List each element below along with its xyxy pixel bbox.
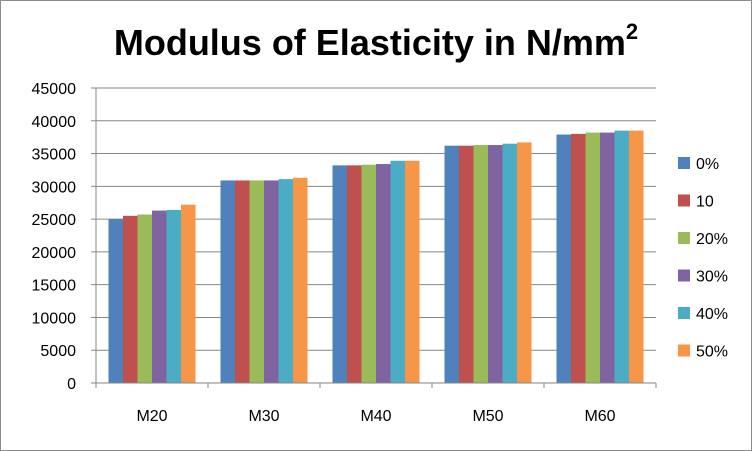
y-tick-label: 20000 bbox=[32, 245, 77, 262]
legend-label: 0% bbox=[696, 156, 719, 173]
bar bbox=[390, 160, 405, 383]
legend-label: 50% bbox=[696, 344, 728, 361]
bar bbox=[488, 145, 503, 383]
legend-swatch bbox=[678, 157, 690, 169]
legend-swatch bbox=[678, 307, 690, 319]
bar bbox=[264, 180, 279, 383]
bar bbox=[332, 165, 347, 383]
legend-label: 30% bbox=[696, 269, 728, 286]
legend: 0% 10 20% 30% 40% 50% bbox=[678, 156, 728, 361]
legend-swatch bbox=[678, 194, 690, 207]
bar bbox=[444, 145, 459, 383]
bar bbox=[585, 132, 600, 383]
bar bbox=[123, 215, 138, 383]
x-tick-label: M20 bbox=[136, 408, 167, 425]
bar bbox=[614, 130, 629, 383]
bar bbox=[629, 130, 644, 383]
bar bbox=[571, 133, 586, 383]
x-tick-label: M50 bbox=[472, 408, 503, 425]
bar bbox=[502, 143, 517, 383]
legend-swatch bbox=[678, 344, 690, 357]
x-tick-label: M30 bbox=[248, 408, 279, 425]
bars bbox=[108, 130, 644, 383]
bar bbox=[600, 132, 615, 383]
bar bbox=[278, 179, 293, 383]
y-tick-label: 25000 bbox=[32, 212, 77, 229]
bar bbox=[235, 180, 250, 383]
y-tick-label: 45000 bbox=[32, 81, 77, 98]
y-tick-label: 40000 bbox=[32, 114, 77, 131]
y-tick-label: 0 bbox=[67, 376, 76, 393]
bar bbox=[459, 145, 474, 383]
bar bbox=[347, 165, 362, 383]
bar bbox=[108, 219, 123, 383]
x-tick-label: M60 bbox=[584, 408, 615, 425]
legend-swatch bbox=[678, 269, 690, 282]
bar bbox=[137, 214, 152, 383]
bar bbox=[473, 145, 488, 383]
bar bbox=[556, 134, 571, 383]
bar bbox=[376, 164, 391, 383]
y-tick-label: 35000 bbox=[32, 147, 77, 164]
bar bbox=[249, 180, 264, 383]
y-tick-label: 15000 bbox=[32, 278, 77, 295]
bar bbox=[166, 209, 181, 383]
y-tick-label: 5000 bbox=[40, 343, 76, 360]
bar bbox=[152, 210, 167, 383]
x-tick-label: M40 bbox=[360, 408, 391, 425]
bar bbox=[405, 160, 420, 383]
chart-title: Modulus of Elasticity in N/mm2 bbox=[114, 19, 638, 63]
y-tick-label: 10000 bbox=[32, 310, 77, 327]
y-tick-label: 30000 bbox=[32, 179, 77, 196]
bar bbox=[181, 204, 196, 383]
legend-label: 40% bbox=[696, 306, 728, 323]
x-axis-ticks: M20 M30 M40 M50 M60 bbox=[95, 383, 657, 425]
axes bbox=[95, 88, 656, 384]
legend-label: 20% bbox=[696, 231, 728, 248]
legend-swatch bbox=[678, 232, 690, 244]
bar bbox=[220, 180, 235, 383]
bar bbox=[293, 177, 308, 383]
y-axis-ticks: 0 5000 10000 15000 20000 25000 30000 35000 40000… bbox=[32, 81, 96, 393]
bar bbox=[361, 164, 376, 383]
bar bbox=[517, 142, 532, 383]
legend-label: 10 bbox=[696, 194, 714, 211]
